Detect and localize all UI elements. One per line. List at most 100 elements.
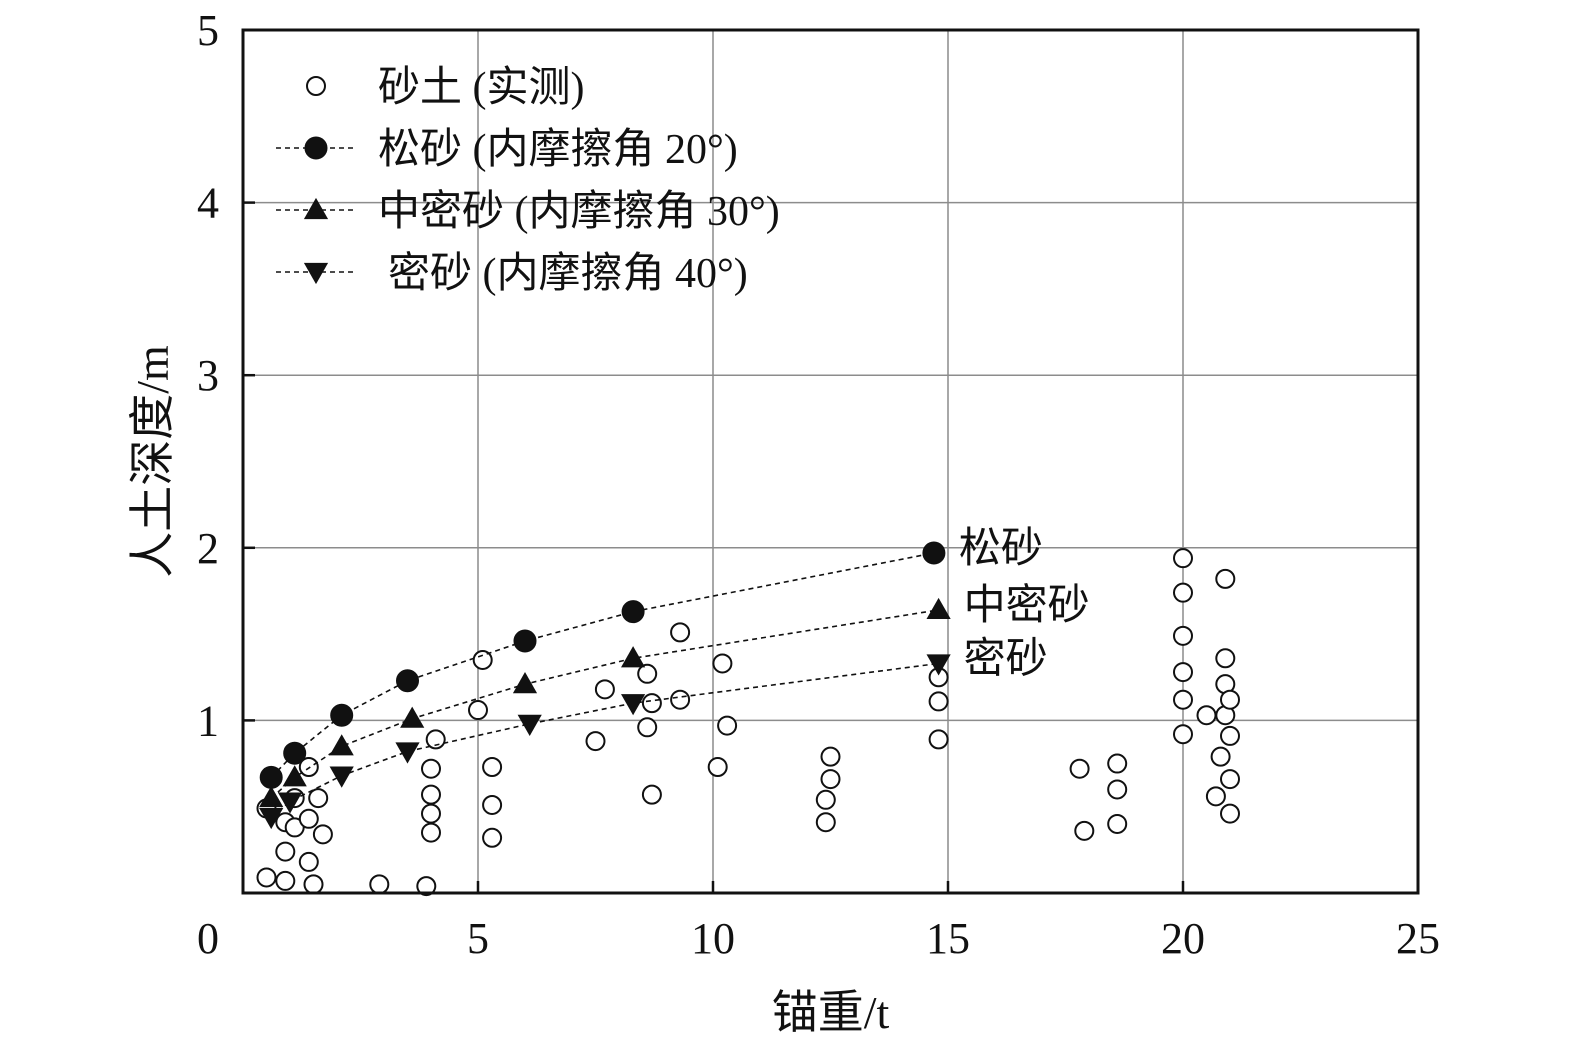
series-end-label: 中密砂 — [964, 582, 1090, 629]
data-point — [259, 807, 284, 830]
data-point — [815, 812, 836, 833]
data-point — [416, 876, 437, 897]
data-point — [425, 729, 446, 750]
data-point — [1205, 786, 1226, 807]
series-0 — [256, 548, 1240, 897]
x-tick-label: 0 — [197, 914, 219, 963]
data-point — [1173, 548, 1193, 569]
legend-marker — [306, 76, 326, 96]
legend: 砂土 (实测) 松砂 (内摩擦角 20°) 中密砂 (内摩擦角 30°) 密砂 (内摩… — [276, 64, 780, 297]
data-point — [1210, 746, 1231, 767]
data-point — [1220, 803, 1240, 824]
y-tick-label: 5 — [197, 6, 219, 55]
y-tick-label: 4 — [197, 179, 219, 228]
data-point — [820, 746, 841, 767]
data-point — [1215, 568, 1236, 589]
x-axis-title: 锚重/t — [772, 987, 890, 1038]
series-1: 松砂 — [259, 526, 1043, 789]
data-point — [585, 731, 606, 752]
data-point — [369, 874, 390, 895]
data-point — [712, 653, 733, 674]
x-tick-label: 20 — [1161, 914, 1205, 963]
data-point — [282, 765, 307, 787]
data-point — [421, 784, 441, 805]
y-axis-title: 人土深度/m — [127, 345, 178, 578]
data-point — [400, 706, 425, 728]
data-point — [298, 757, 319, 778]
data-point — [275, 870, 296, 891]
data-point — [641, 784, 662, 805]
data-point — [928, 729, 949, 750]
data-point — [1220, 769, 1240, 790]
data-point — [1173, 724, 1193, 745]
legend-label: 砂土 (实测) — [378, 64, 584, 111]
data-point — [707, 757, 728, 778]
data-point — [312, 824, 333, 845]
data-point — [1220, 725, 1240, 746]
legend-label: 松砂 (内摩擦角 20°) — [378, 126, 738, 173]
data-point — [308, 788, 329, 809]
plot-frame — [241, 28, 1420, 895]
data-point — [670, 689, 691, 710]
data-point — [637, 663, 658, 684]
grid-lines — [243, 30, 1418, 893]
data-point — [421, 822, 441, 843]
data-point — [472, 649, 493, 670]
x-tick-label: 25 — [1396, 914, 1440, 963]
series-end-label: 松砂 — [959, 526, 1043, 572]
y-tick-label: 2 — [197, 524, 219, 573]
data-point — [421, 758, 441, 779]
data-point — [512, 672, 538, 694]
data-point — [1107, 779, 1128, 800]
data-point — [1173, 689, 1193, 710]
data-point — [330, 703, 354, 727]
data-point — [298, 808, 319, 829]
data-point — [815, 789, 836, 810]
data-point — [1173, 662, 1193, 683]
y-tick-label: 3 — [197, 351, 219, 400]
legend-item: 中密砂 (内摩擦角 30°) — [276, 188, 780, 235]
data-point — [513, 629, 537, 653]
data-point — [259, 785, 284, 808]
data-point — [820, 769, 841, 790]
data-point — [928, 691, 949, 712]
data-point — [621, 694, 646, 716]
series-end-label: 密砂 — [964, 635, 1048, 682]
data-point — [1069, 758, 1090, 779]
legend-marker — [303, 262, 329, 285]
data-point — [482, 757, 503, 778]
legend-label: 中密砂 (内摩擦角 30°) — [378, 188, 780, 235]
legend-item: 密砂 (内摩擦角 40°) — [276, 250, 748, 297]
data-point — [1215, 648, 1236, 669]
data-point — [329, 734, 354, 756]
data-point — [641, 693, 662, 714]
legend-marker — [304, 136, 328, 160]
data-point — [395, 742, 420, 764]
data-point — [275, 841, 296, 862]
data-point — [1074, 820, 1095, 841]
data-point — [277, 792, 303, 814]
data-point — [329, 766, 354, 788]
data-point — [283, 741, 307, 765]
data-point — [637, 717, 658, 738]
data-point — [298, 851, 319, 872]
data-point — [621, 646, 646, 668]
data-point — [1107, 813, 1128, 834]
legend-label: 密砂 (内摩擦角 40°) — [388, 250, 748, 297]
data-point — [621, 600, 645, 624]
data-point — [468, 700, 488, 721]
data-point — [259, 765, 283, 789]
data-point — [926, 654, 951, 676]
y-tick-label: 1 — [197, 696, 219, 745]
series-3: 密砂 — [259, 635, 1048, 830]
data-point — [1173, 582, 1193, 603]
series-2: 中密砂 — [259, 582, 1090, 808]
data-point — [517, 714, 542, 736]
data-point — [1173, 625, 1193, 646]
x-tick-label: 5 — [467, 914, 489, 963]
data-point — [421, 803, 441, 824]
data-point — [256, 867, 277, 888]
data-point — [482, 827, 503, 848]
